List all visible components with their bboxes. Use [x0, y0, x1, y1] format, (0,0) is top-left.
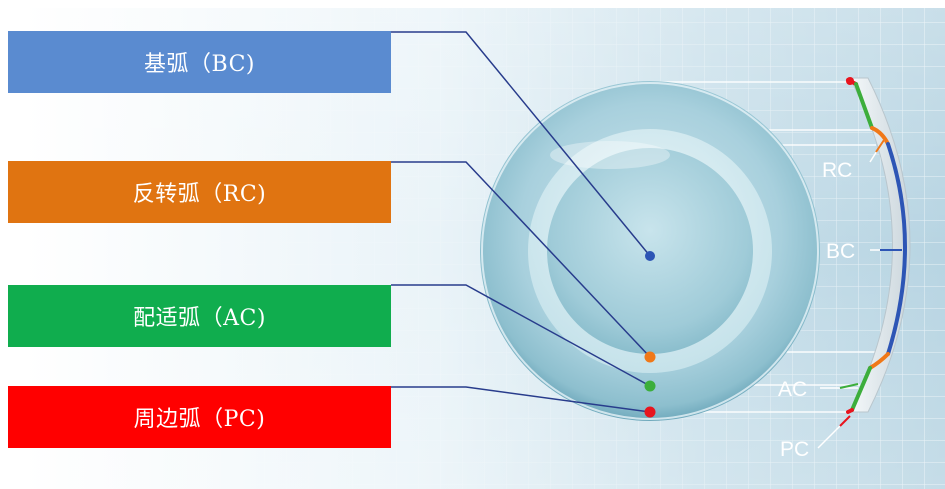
rc-segment-top: [870, 126, 890, 146]
marker-dot-bc: [645, 251, 655, 261]
marker-dot-rc: [644, 351, 656, 363]
label-peripheral-curve: 周边弧（PC): [8, 386, 391, 448]
cs-label-rc: RC: [822, 159, 852, 182]
pc-segment-bottom: [846, 408, 854, 414]
cs-label-bc: BC: [826, 240, 855, 263]
bc-segment: [886, 142, 907, 356]
curve-segments: [846, 78, 907, 414]
label-alignment-curve: 配适弧（AC): [8, 285, 391, 347]
leader-line-bc: [391, 31, 651, 257]
leader-line-pc: [391, 386, 651, 413]
marker-dot-pc: [644, 406, 656, 418]
cs-label-pc: PC: [780, 438, 809, 461]
leader-line-rc: [391, 161, 651, 358]
label-base-curve: 基弧（BC): [8, 31, 391, 93]
cs-label-ac: AC: [778, 378, 807, 401]
ac-segment-bottom: [850, 366, 872, 412]
ac-segment-top: [854, 82, 874, 130]
marker-dot-pc-top: [846, 77, 854, 85]
label-reverse-curve: 反转弧（RC): [8, 161, 391, 223]
marker-dot-ac: [644, 380, 656, 392]
cross-section-pointer-accents: [839, 139, 902, 427]
leader-line-ac: [391, 284, 651, 387]
leader-lines: [391, 31, 651, 413]
